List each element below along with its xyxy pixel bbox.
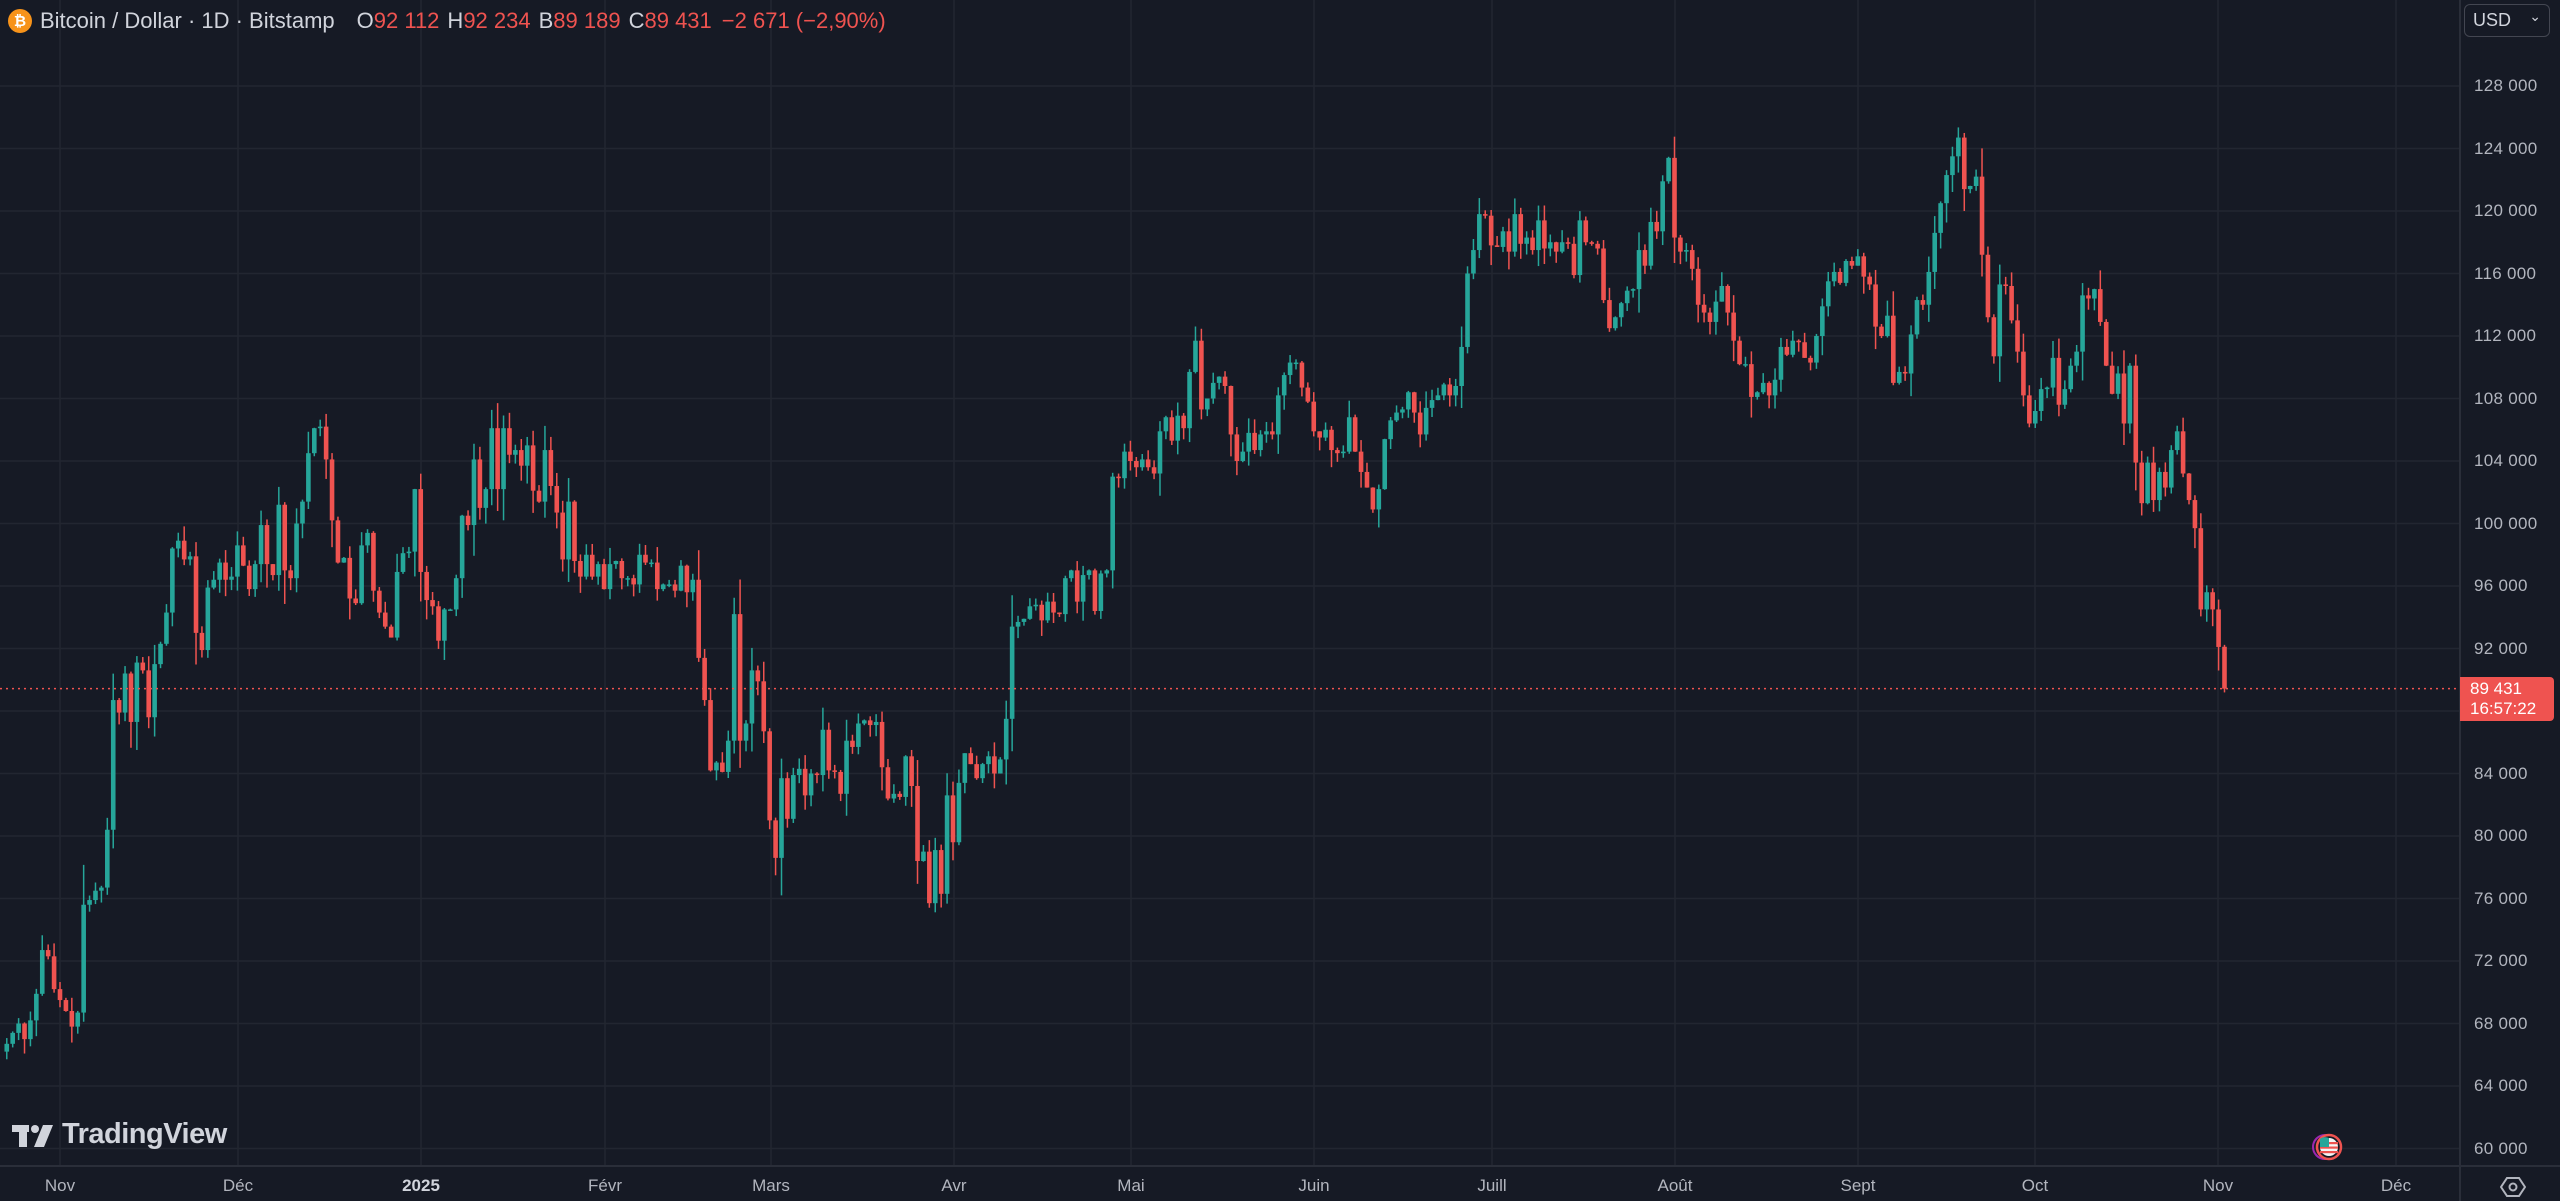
currency-label: USD: [2473, 10, 2512, 30]
price-axis-label: 64 000: [2474, 1076, 2528, 1095]
price-axis-label: 124 000: [2474, 138, 2538, 158]
price-axis-label: 128 000: [2474, 76, 2538, 95]
close-value: 89 431: [644, 8, 712, 33]
price-axis-label: 120 000: [2474, 201, 2538, 220]
currency-select[interactable]: USD ⌄: [2464, 4, 2550, 37]
time-axis-label: Oct: [2021, 1176, 2049, 1195]
time-axis-label: Déc: [222, 1176, 254, 1195]
time-axis-label: Août: [1657, 1176, 1693, 1195]
time-axis-label: Nov: [44, 1176, 76, 1195]
time-axis-label: Mai: [1117, 1176, 1145, 1195]
chevron-down-icon: ⌄: [2529, 8, 2541, 24]
time-axis-label: Mars: [752, 1176, 790, 1195]
time-axis-label: Juin: [1298, 1176, 1330, 1195]
price-axis-label: 104 000: [2474, 451, 2538, 470]
price-axis-label: 116 000: [2474, 263, 2537, 283]
time-axis-label: Déc: [2380, 1176, 2412, 1195]
price-axis-label: 108 000: [2474, 388, 2538, 408]
price-axis-label: 92 000: [2474, 638, 2528, 658]
last-price-value: 89 431: [2470, 679, 2522, 698]
price-axis-label: 100 000: [2474, 513, 2538, 533]
time-axis-label: Avr: [941, 1176, 967, 1195]
price-axis-label: 76 000: [2474, 888, 2528, 908]
settings-gear-icon[interactable]: [2500, 1176, 2526, 1198]
open-label: O: [356, 8, 374, 33]
us-flag-event-icon[interactable]: [2308, 1132, 2346, 1162]
price-axis-label: 60 000: [2474, 1138, 2528, 1158]
price-axis-label: 84 000: [2474, 763, 2528, 783]
open-value: 92 112: [373, 8, 440, 33]
high-value: 92 234: [463, 8, 531, 33]
low-value: 89 189: [553, 8, 621, 33]
tradingview-logo[interactable]: TradingView: [12, 1118, 227, 1151]
price-axis-label: 72 000: [2474, 951, 2528, 970]
close-label: C: [628, 8, 645, 33]
tradingview-wordmark: TradingView: [62, 1118, 227, 1150]
last-price-label: 89 431 16:57:22: [2460, 677, 2554, 721]
bar-countdown: 16:57:22: [2470, 699, 2537, 718]
tradingview-logo-icon: [12, 1123, 54, 1147]
price-axis-label: 112 000: [2474, 326, 2537, 345]
time-axis-label: Sept: [1840, 1176, 1876, 1195]
price-axis-label: 68 000: [2474, 1013, 2528, 1033]
symbol-title[interactable]: Bitcoin / Dollar · 1D · Bitstamp: [40, 8, 335, 33]
change-value: −2 671 (−2,90%): [721, 8, 886, 33]
bitcoin-icon: ₿: [8, 9, 32, 33]
time-axis-label: Févr: [588, 1176, 622, 1195]
time-axis-label: Juill: [1477, 1176, 1507, 1195]
price-axis-label: 96 000: [2474, 576, 2528, 595]
time-axis-label: Nov: [2202, 1176, 2234, 1195]
high-label: H: [447, 8, 464, 33]
symbol-legend: ₿ Bitcoin / Dollar · 1D · Bitstamp O 92 1…: [8, 6, 886, 36]
low-label: B: [538, 8, 554, 33]
time-axis-label: 2025: [402, 1176, 440, 1195]
price-axis-label: 80 000: [2474, 826, 2528, 845]
